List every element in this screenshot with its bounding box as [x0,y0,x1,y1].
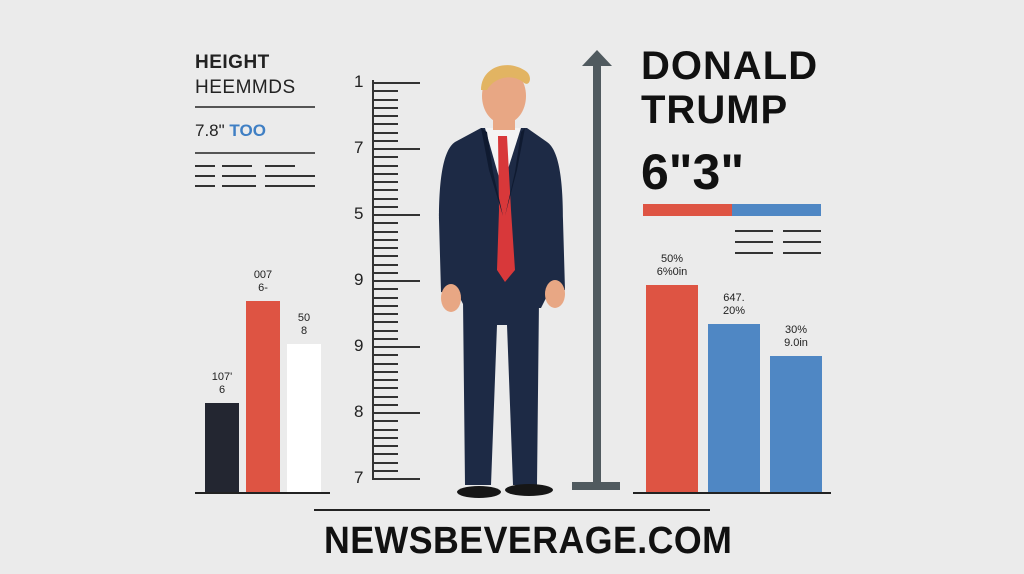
ruler-tick [374,329,398,332]
ruler-tick [374,205,398,208]
ruler-tick [374,164,398,167]
arrow-up-icon [582,50,612,66]
bar [708,324,760,493]
ruler-tick [374,222,398,225]
ruler-tick [374,478,420,480]
left-subtitle: HEEMMDS [195,77,296,98]
ruler-tick [374,296,398,299]
bar-label: 30% 9.0in [784,323,808,349]
ruler-tick [374,197,398,200]
ruler-tick [374,90,398,93]
left-stat-value: 7.8" [195,121,225,140]
ruler-tick [374,255,398,258]
ruler-tick [374,148,420,150]
divider [195,106,315,108]
measuring-pole [593,64,601,484]
ruler-tick [374,362,398,365]
ruler-tick [374,172,398,175]
ruler-tick [374,412,420,414]
bar-label: 50% 6%0in [656,253,688,279]
split-bar-red [643,204,732,216]
bar [246,300,280,493]
split-bar-blue [732,204,821,216]
ruler-number: 9 [354,270,364,289]
ruler-number: 1 [354,72,364,91]
site-name: NEWSBEVERAGE.COM [324,520,733,562]
ruler-number: 7 [354,468,364,487]
left-baseline [195,492,330,494]
ruler-number: 9 [354,336,364,355]
ruler-tick [374,354,398,357]
ruler-number: 7 [354,138,364,157]
ruler-tick [374,214,420,216]
headline-name-first: DONALD [641,44,819,88]
person-illustration [439,65,565,498]
ruler-tick [374,271,398,274]
ruler-tick [374,131,398,134]
divider [195,152,315,154]
ruler-tick [374,263,398,266]
bar [287,344,321,493]
ruler-tick [374,230,398,233]
ruler-number: 5 [354,204,364,223]
ruler-tick [374,428,398,431]
ruler-tick [374,189,398,192]
ruler-number: 8 [354,402,364,421]
right-baseline [633,492,831,494]
split-bar [643,204,821,216]
ruler-tick [374,288,398,291]
height-value: 6"3" [641,144,745,200]
ruler-tick [374,321,398,324]
divider [314,509,710,511]
ruler-tick [374,156,398,159]
ruler-tick [374,346,420,348]
headline-name-last: TRUMP [641,88,789,132]
ruler-tick [374,403,398,406]
ruler-tick [374,453,398,456]
left-stat-accent: TOO [229,121,266,140]
ruler-tick [374,123,398,126]
ruler-tick [374,420,398,423]
ruler-tick [374,304,398,307]
ruler-tick [374,469,398,472]
bar [770,355,822,493]
bar-label: 107' 6 [211,370,233,396]
ruler-tick [374,395,398,398]
left-title: HEIGHT [195,52,270,73]
ruler-tick [374,98,398,101]
ruler [372,80,374,480]
bar-label: 007 6- [253,268,273,294]
ruler-tick [374,436,398,439]
bar [205,402,239,493]
ruler-tick [374,313,398,315]
ruler-tick [374,461,398,464]
ruler-tick [374,280,420,282]
bar-label: 647. 20% [722,292,746,318]
left-stat: 7.8" TOO [195,121,266,141]
ruler-tick [374,181,398,183]
ruler-tick [374,387,398,390]
ruler-tick [374,379,398,381]
measuring-pole-base [572,482,620,490]
bar [646,285,698,493]
ruler-tick [374,337,398,340]
ruler-tick [374,370,398,373]
ruler-tick [374,139,398,142]
ruler-tick [374,82,420,84]
ruler-tick [374,445,398,447]
ruler-tick [374,115,398,117]
bar-label: 50 8 [297,312,311,338]
ruler-tick [374,247,398,249]
ruler-tick [374,238,398,241]
ruler-tick [374,106,398,109]
